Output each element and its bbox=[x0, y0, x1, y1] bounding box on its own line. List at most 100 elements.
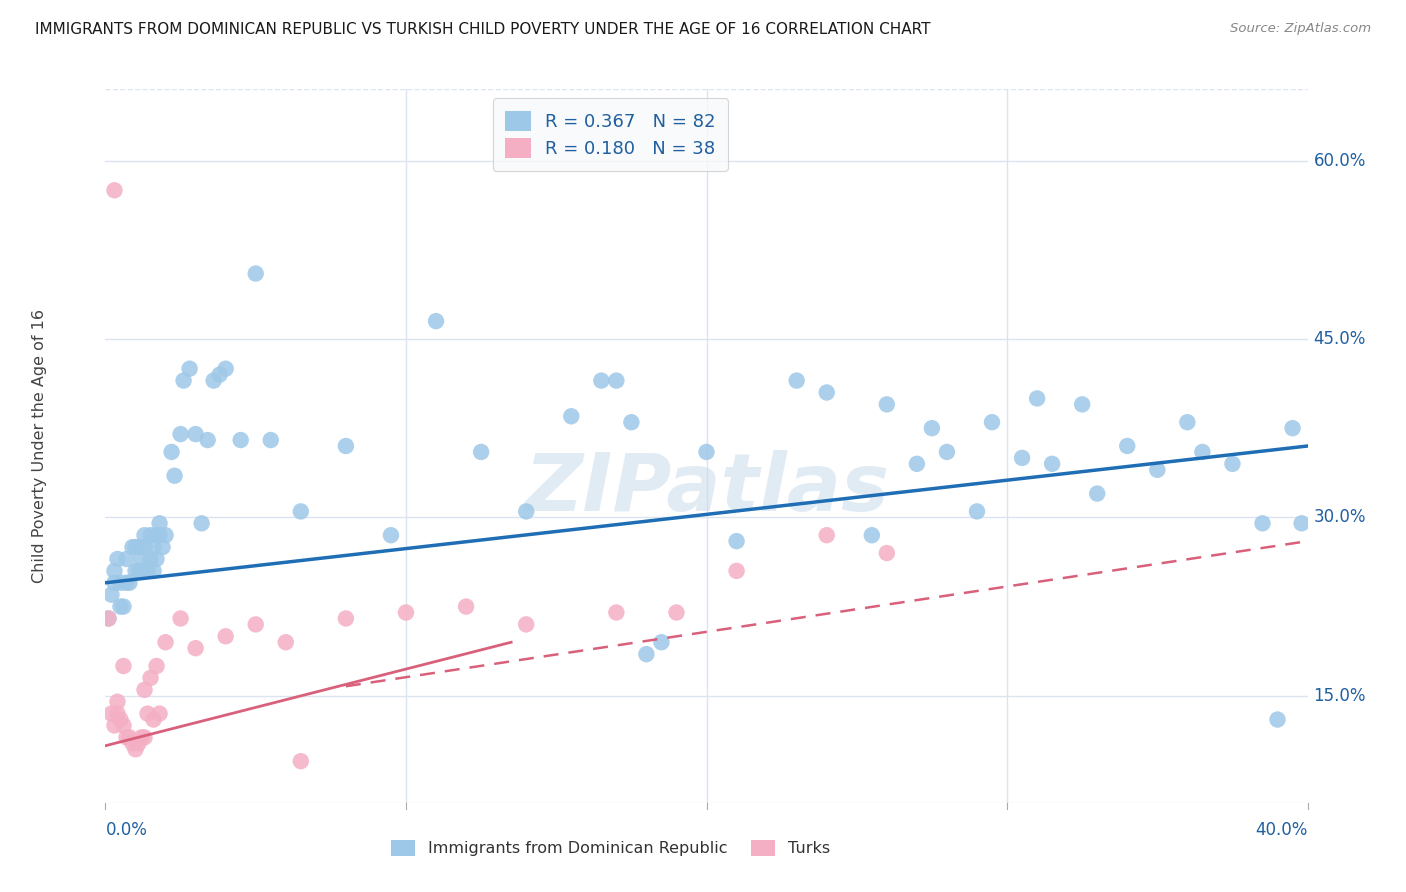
Point bbox=[145, 659, 167, 673]
Point bbox=[118, 731, 141, 745]
Point bbox=[229, 433, 252, 447]
Point bbox=[202, 374, 225, 388]
Point bbox=[142, 564, 165, 578]
Point bbox=[100, 706, 122, 721]
Point bbox=[1026, 392, 1049, 406]
Text: 0.0%: 0.0% bbox=[105, 821, 148, 838]
Point bbox=[605, 606, 627, 620]
Point bbox=[128, 736, 150, 750]
Point bbox=[107, 695, 129, 709]
Point bbox=[591, 374, 613, 388]
Point bbox=[290, 504, 312, 518]
Point bbox=[134, 731, 156, 745]
Point bbox=[290, 754, 312, 768]
Point bbox=[815, 385, 838, 400]
Point bbox=[725, 564, 748, 578]
Point bbox=[1040, 457, 1063, 471]
Point bbox=[128, 540, 150, 554]
Point bbox=[103, 718, 125, 732]
Point bbox=[560, 409, 582, 424]
Text: ZIPatlas: ZIPatlas bbox=[524, 450, 889, 528]
Point bbox=[1116, 439, 1139, 453]
Point bbox=[1267, 713, 1289, 727]
Point bbox=[605, 374, 627, 388]
Point bbox=[145, 528, 167, 542]
Point bbox=[169, 611, 191, 625]
Point bbox=[134, 540, 156, 554]
Point bbox=[97, 611, 120, 625]
Text: 15.0%: 15.0% bbox=[1313, 687, 1367, 705]
Point bbox=[335, 611, 357, 625]
Text: 30.0%: 30.0% bbox=[1313, 508, 1367, 526]
Point bbox=[208, 368, 231, 382]
Point bbox=[112, 718, 135, 732]
Point bbox=[1085, 486, 1108, 500]
Point bbox=[380, 528, 402, 542]
Point bbox=[184, 427, 207, 442]
Point bbox=[515, 504, 537, 518]
Point bbox=[112, 599, 135, 614]
Point bbox=[1281, 421, 1303, 435]
Point bbox=[131, 564, 153, 578]
Point bbox=[179, 361, 201, 376]
Legend: Immigrants from Dominican Republic, Turks: Immigrants from Dominican Republic, Turk… bbox=[384, 833, 837, 863]
Point bbox=[936, 445, 959, 459]
Point bbox=[966, 504, 988, 518]
Point bbox=[112, 659, 135, 673]
Point bbox=[103, 575, 125, 590]
Point bbox=[103, 564, 125, 578]
Point bbox=[860, 528, 883, 542]
Point bbox=[128, 564, 150, 578]
Point bbox=[115, 731, 138, 745]
Text: IMMIGRANTS FROM DOMINICAN REPUBLIC VS TURKISH CHILD POVERTY UNDER THE AGE OF 16 : IMMIGRANTS FROM DOMINICAN REPUBLIC VS TU… bbox=[35, 22, 931, 37]
Point bbox=[905, 457, 928, 471]
Point bbox=[1291, 516, 1313, 531]
Point bbox=[134, 528, 156, 542]
Point bbox=[124, 742, 146, 756]
Point bbox=[470, 445, 492, 459]
Point bbox=[1071, 397, 1094, 411]
Point bbox=[148, 516, 170, 531]
Point bbox=[103, 183, 125, 197]
Point bbox=[121, 540, 143, 554]
Point bbox=[260, 433, 283, 447]
Text: Child Poverty Under the Age of 16: Child Poverty Under the Age of 16 bbox=[32, 309, 46, 583]
Point bbox=[124, 540, 146, 554]
Point bbox=[107, 706, 129, 721]
Point bbox=[876, 546, 898, 560]
Point bbox=[134, 682, 156, 697]
Point bbox=[636, 647, 658, 661]
Point bbox=[620, 415, 643, 429]
Point bbox=[274, 635, 297, 649]
Point bbox=[145, 552, 167, 566]
Text: 40.0%: 40.0% bbox=[1256, 821, 1308, 838]
Point bbox=[1251, 516, 1274, 531]
Point bbox=[139, 552, 162, 566]
Point bbox=[152, 540, 174, 554]
Point bbox=[155, 528, 177, 542]
Point bbox=[815, 528, 838, 542]
Point bbox=[110, 599, 132, 614]
Point bbox=[650, 635, 672, 649]
Point bbox=[725, 534, 748, 549]
Point bbox=[139, 528, 162, 542]
Point bbox=[97, 611, 120, 625]
Point bbox=[160, 445, 183, 459]
Point bbox=[139, 671, 162, 685]
Point bbox=[136, 564, 159, 578]
Point bbox=[142, 713, 165, 727]
Point bbox=[118, 575, 141, 590]
Point bbox=[1175, 415, 1198, 429]
Point bbox=[214, 629, 236, 643]
Point bbox=[1146, 463, 1168, 477]
Point bbox=[1191, 445, 1213, 459]
Point bbox=[110, 713, 132, 727]
Point bbox=[115, 575, 138, 590]
Point bbox=[876, 397, 898, 411]
Point bbox=[515, 617, 537, 632]
Point bbox=[786, 374, 808, 388]
Point bbox=[115, 552, 138, 566]
Point bbox=[100, 588, 122, 602]
Point bbox=[245, 267, 267, 281]
Text: 60.0%: 60.0% bbox=[1313, 152, 1367, 169]
